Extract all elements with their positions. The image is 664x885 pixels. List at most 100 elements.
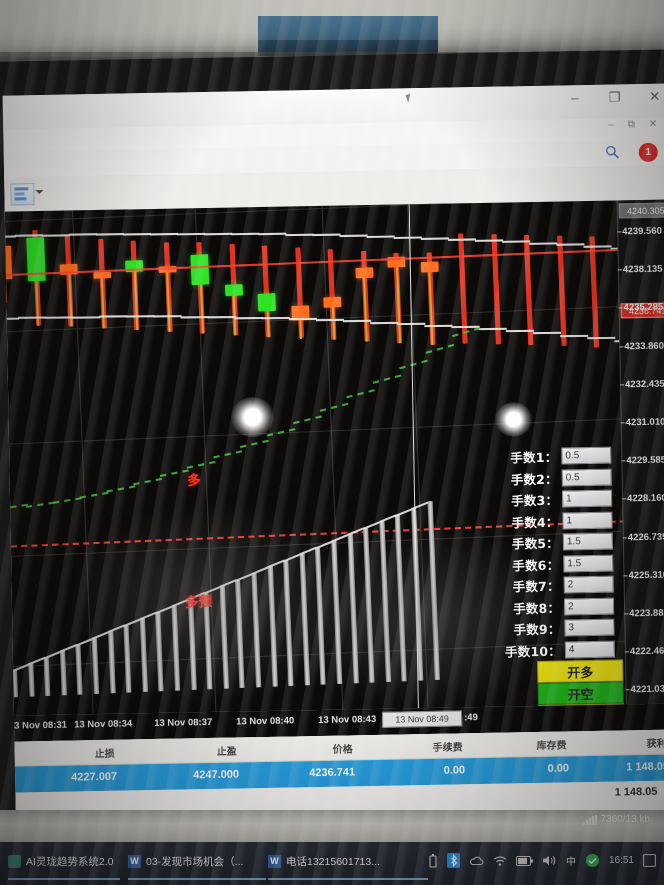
table-cell: 4227.007 xyxy=(71,770,118,784)
open-short-button[interactable]: 开空 xyxy=(537,681,624,705)
system-tray: 中 16:51 xyxy=(428,853,656,868)
chart-lower-channel xyxy=(587,337,616,340)
lot-size-input-8[interactable]: 2 xyxy=(563,597,615,616)
chart-lower-channel xyxy=(126,315,155,318)
chart-lower-channel xyxy=(4,317,20,320)
crosshair-time-label: 13 Nov 08:49 xyxy=(381,710,463,728)
volume-bar xyxy=(11,670,19,698)
chart-candle-down xyxy=(354,266,373,278)
chart-upper-channel xyxy=(122,232,152,236)
table-header-cell: 止损 xyxy=(94,748,115,761)
lot-size-input-6[interactable]: 1.5 xyxy=(563,554,614,573)
word-icon: W xyxy=(128,855,141,868)
chart-forecast-line xyxy=(52,497,82,504)
wifi-icon[interactable] xyxy=(493,855,507,867)
lot-size-input-10[interactable]: 4 xyxy=(564,640,616,659)
taskbar-clock[interactable]: 16:51 xyxy=(608,855,634,866)
chart-upper-channel xyxy=(447,238,477,241)
lot-size-input-2[interactable]: 0.5 xyxy=(561,468,612,487)
lot-size-row: 手数3： 1 xyxy=(470,487,622,511)
chart-forecast-line xyxy=(213,450,243,459)
chart-range-bar xyxy=(589,236,600,348)
taskbar-item-underline xyxy=(268,878,428,880)
chart-lower-channel xyxy=(315,319,345,322)
chart-candle-up xyxy=(224,284,243,297)
chart-upper-channel xyxy=(420,236,449,240)
bluetooth-icon[interactable] xyxy=(446,853,460,868)
taskbar-item[interactable]: W 电话13215601713... xyxy=(268,854,380,869)
open-long-button[interactable]: 开多 xyxy=(537,659,624,683)
chart-candle-up xyxy=(190,254,210,285)
lot-size-row: 手数9： 3 xyxy=(472,616,624,640)
lot-size-input-3[interactable]: 1 xyxy=(561,489,613,508)
onedrive-icon[interactable] xyxy=(469,855,484,867)
volume-trend-line xyxy=(43,650,61,660)
chart-upper-channel xyxy=(529,242,558,245)
price-tick: 4221.035 xyxy=(631,684,664,696)
taskbar-item[interactable]: AI灵珑趋势系统2.0 xyxy=(8,854,114,869)
chart-forecast-line xyxy=(319,402,349,412)
shield-icon[interactable] xyxy=(585,853,600,868)
table-header-cell: 价格 xyxy=(332,744,353,756)
volume-bar xyxy=(59,650,67,696)
chart-lower-channel xyxy=(288,318,317,321)
lot-size-label: 手数7： xyxy=(512,578,560,595)
chart-candle-down xyxy=(59,263,78,276)
search-icon[interactable] xyxy=(605,144,620,159)
price-tick: 4233.860 xyxy=(624,340,664,352)
lot-size-row: 手数6： 1.5 xyxy=(471,552,623,576)
profit-total: 1 148.05 xyxy=(614,785,658,799)
taskbar-item-underline xyxy=(128,878,266,880)
price-tick: 4239.560 xyxy=(622,225,662,238)
lot-size-input-9[interactable]: 3 xyxy=(564,618,615,637)
battery-icon[interactable] xyxy=(515,855,533,866)
chart-annotation: 多 xyxy=(186,472,202,489)
chart-forecast-line xyxy=(25,501,55,508)
taskbar-item[interactable]: W 03-发现市场机会（... xyxy=(128,854,243,869)
chart-candle-down xyxy=(420,261,439,273)
lot-size-label: 手数2： xyxy=(510,471,558,488)
lot-size-input-1[interactable]: 0.5 xyxy=(561,446,612,465)
time-tick: 13 Nov 08:37 xyxy=(154,716,213,730)
chevron-down-icon[interactable] xyxy=(35,189,44,195)
table-cell: 0.00 xyxy=(443,764,466,777)
table-cell: 4236.741 xyxy=(309,766,356,780)
usb-icon[interactable] xyxy=(428,853,438,868)
close-button[interactable]: ✕ xyxy=(649,88,661,104)
taskbar-item-label: AI灵珑趋势系统2.0 xyxy=(26,856,114,868)
sub-restore-button[interactable]: ⧉ xyxy=(627,119,635,131)
price-tick: 4231.010 xyxy=(625,416,664,429)
search-row: 1 xyxy=(3,139,664,179)
lot-size-input-7[interactable]: 2 xyxy=(563,575,614,594)
chart-container: 多多预 4240.305 4236.741 4239.5604238.13542… xyxy=(4,199,664,716)
subwindow-controls: – ⧉ ✕ xyxy=(608,119,657,131)
chart-template-icon[interactable] xyxy=(10,183,35,206)
lot-size-input-5[interactable]: 1.5 xyxy=(562,532,614,551)
lot-size-row: 手数8： 2 xyxy=(472,595,624,619)
lot-size-row: 手数7： 2 xyxy=(472,573,624,597)
ime-icon[interactable]: 中 xyxy=(565,857,576,868)
lot-size-row: 手数4： 1 xyxy=(470,509,622,533)
maximize-button[interactable]: ❐ xyxy=(608,89,621,105)
chart-forecast-line xyxy=(372,374,402,385)
chart-candle-up xyxy=(257,293,276,312)
chart-upper-channel xyxy=(393,235,422,239)
volume-bar xyxy=(27,663,35,697)
sub-close-button[interactable]: ✕ xyxy=(648,118,658,130)
lot-size-input-4[interactable]: 1 xyxy=(562,511,613,530)
chart-upper-channel xyxy=(177,232,206,235)
chart-forecast-line xyxy=(239,439,269,449)
chart-upper-channel xyxy=(231,232,260,236)
notification-badge[interactable]: 1 xyxy=(638,142,658,163)
price-tick: 4225.310 xyxy=(628,569,664,581)
sub-minimize-button[interactable]: – xyxy=(608,119,614,131)
chart-forecast-line xyxy=(346,388,375,399)
table-cell: 1 148.05 xyxy=(626,760,664,774)
price-tick: 4228.160 xyxy=(627,493,664,505)
volume-icon[interactable] xyxy=(542,854,557,867)
minimize-button[interactable]: – xyxy=(570,90,579,106)
lot-size-label: 手数3： xyxy=(510,492,559,509)
action-center-icon[interactable] xyxy=(643,854,656,867)
taskbar-item-label: 电话13215601713... xyxy=(286,856,380,868)
